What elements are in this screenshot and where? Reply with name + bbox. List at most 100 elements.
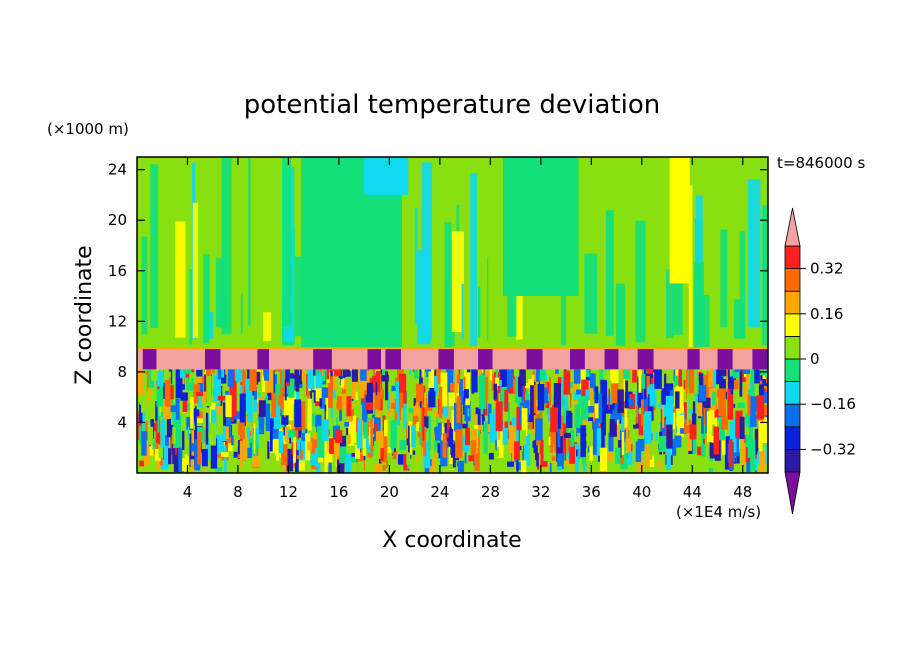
turbulence-cell <box>380 369 387 380</box>
turbulence-cell <box>284 426 290 443</box>
field-streak <box>605 210 614 336</box>
turbulence-cell <box>139 460 144 467</box>
turbulence-cell <box>596 427 603 456</box>
turbulence-cell <box>216 414 224 435</box>
turbulence-cell <box>543 432 549 461</box>
turbulence-cell <box>183 369 191 374</box>
turbulence-cell <box>190 443 195 452</box>
turbulence-cell <box>423 441 431 469</box>
y-axis: 4 8 12 16 20 24 <box>108 161 768 431</box>
turbulence-cell <box>641 373 646 389</box>
turbulence-cell <box>553 382 562 409</box>
turbulence-cell <box>409 369 412 376</box>
turbulence-cell <box>197 418 205 423</box>
field-streak <box>282 157 292 327</box>
turbulence-cell <box>707 460 715 468</box>
turbulence-cell <box>215 466 222 472</box>
turbulence-cell <box>540 407 543 427</box>
colorbar-segment <box>784 358 801 383</box>
field-streak <box>444 221 452 350</box>
turbulence-cell <box>351 378 357 399</box>
turbulence-cell <box>347 433 351 445</box>
turbulence-cell <box>395 425 403 455</box>
turbulence-cell <box>163 382 165 399</box>
turbulence-cell <box>230 412 234 422</box>
turbulence-cell <box>636 405 639 424</box>
field-streak <box>221 157 232 335</box>
turbulence-cell <box>453 376 456 408</box>
field-streak <box>761 208 768 346</box>
turbulence-cell <box>191 369 195 372</box>
turbulence-cell <box>498 393 501 404</box>
turbulence-cell <box>217 369 222 380</box>
turbulence-cell <box>311 392 314 412</box>
turbulence-cell <box>666 446 671 470</box>
turbulence-cell <box>171 414 175 422</box>
turbulence-cell <box>395 381 399 413</box>
turbulence-cell <box>507 401 510 430</box>
field-streak <box>189 269 192 345</box>
colorbar-segment <box>784 403 801 428</box>
turbulence-cell <box>638 409 641 414</box>
turbulence-cell <box>586 420 593 447</box>
turbulence-cell <box>434 410 441 418</box>
turbulence-cell <box>328 438 336 455</box>
turbulence-cell <box>391 449 395 454</box>
turbulence-cell <box>380 436 388 463</box>
turbulence-cell <box>511 452 514 469</box>
turbulence-cell <box>355 444 361 459</box>
turbulence-cell <box>375 382 378 396</box>
turbulence-cell <box>349 369 352 371</box>
turbulence-cell <box>406 438 410 446</box>
turbulence-cell <box>657 460 662 468</box>
turbulence-cell <box>623 369 630 379</box>
turbulence-cell <box>196 391 204 397</box>
cold-cell <box>604 349 619 370</box>
turbulence-cell <box>182 397 188 413</box>
turbulence-cell <box>601 430 605 457</box>
turbulence-cell <box>692 369 697 394</box>
turbulence-cell <box>296 455 300 460</box>
turbulence-cell <box>634 391 638 417</box>
turbulence-cell <box>713 426 720 455</box>
turbulence-cell <box>758 420 763 452</box>
turbulence-cell <box>598 393 603 424</box>
turbulence-cell <box>692 436 697 455</box>
turbulence-cell <box>745 413 753 448</box>
x-tick-label: 16 <box>329 483 348 501</box>
turbulence-cell <box>721 416 728 430</box>
turbulence-cell <box>550 427 557 453</box>
turbulence-cell <box>262 369 266 392</box>
turbulence-cell <box>357 418 363 449</box>
turbulence-cell <box>322 454 326 464</box>
plot-frame <box>136 156 769 474</box>
turbulence-cell <box>533 440 537 454</box>
turbulence-cell <box>254 402 262 415</box>
turbulence-cell <box>684 419 692 434</box>
turbulence-cell <box>172 426 176 444</box>
turbulence-cell <box>294 399 302 427</box>
turbulence-cell <box>153 442 159 455</box>
turbulence-cell <box>274 428 283 456</box>
turbulence-cell <box>260 464 265 469</box>
cold-cell <box>367 349 382 370</box>
turbulence-cell <box>348 422 355 446</box>
turbulence-cell <box>571 380 578 391</box>
y-tick-label: 20 <box>108 211 127 229</box>
turbulence-cell <box>536 437 539 467</box>
turbulence-cell <box>676 386 684 414</box>
turbulence-cell <box>367 452 373 458</box>
y-tick-label: 24 <box>108 161 127 179</box>
turbulence-cell <box>440 423 444 449</box>
turbulence-cell <box>585 370 590 378</box>
turbulence-cell <box>379 373 382 395</box>
turbulence-cell <box>158 411 164 418</box>
turbulence-cell <box>302 455 309 471</box>
turbulence-cell <box>674 435 682 448</box>
turbulence-cell <box>335 430 343 443</box>
turbulence-cell <box>767 384 768 392</box>
turbulence-cell <box>319 390 325 409</box>
turbulence-cell <box>328 376 333 409</box>
turbulence-cell <box>387 392 390 411</box>
turbulence-cell <box>746 369 750 389</box>
